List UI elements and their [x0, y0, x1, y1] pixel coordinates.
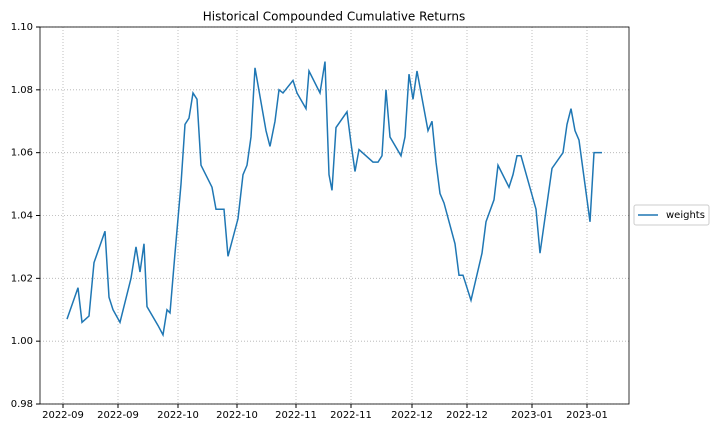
y-tick-label: 1.04 [11, 211, 33, 222]
x-tick-label: 2022-11 [275, 410, 317, 421]
y-tick-label: 1.00 [11, 336, 33, 347]
x-tick-label: 2022-11 [330, 410, 372, 421]
x-tick-label: 2022-09 [42, 410, 84, 421]
y-tick-label: 0.98 [11, 399, 33, 410]
x-tick-label: 2022-12 [391, 410, 433, 421]
line [66, 61, 602, 338]
y-tick-label: 1.08 [11, 85, 33, 96]
y-tick-label: 1.02 [11, 273, 33, 284]
x-tick-label: 2022-09 [97, 410, 139, 421]
x-tick-label: 2023-01 [566, 410, 608, 421]
legend-box [633, 204, 710, 226]
legend-label: weights [666, 210, 705, 221]
x-tick-label: 2022-12 [446, 410, 488, 421]
y-tick-label: 1.06 [11, 148, 33, 159]
x-tick-label: 2022-10 [216, 410, 258, 421]
y-tick-label: 1.10 [11, 22, 33, 33]
chart-title: Historical Compounded Cumulative Returns [203, 10, 465, 24]
x-tick-label: 2022-10 [157, 410, 199, 421]
x-tick-label: 2023-01 [511, 410, 553, 421]
plot-frame [39, 26, 630, 405]
